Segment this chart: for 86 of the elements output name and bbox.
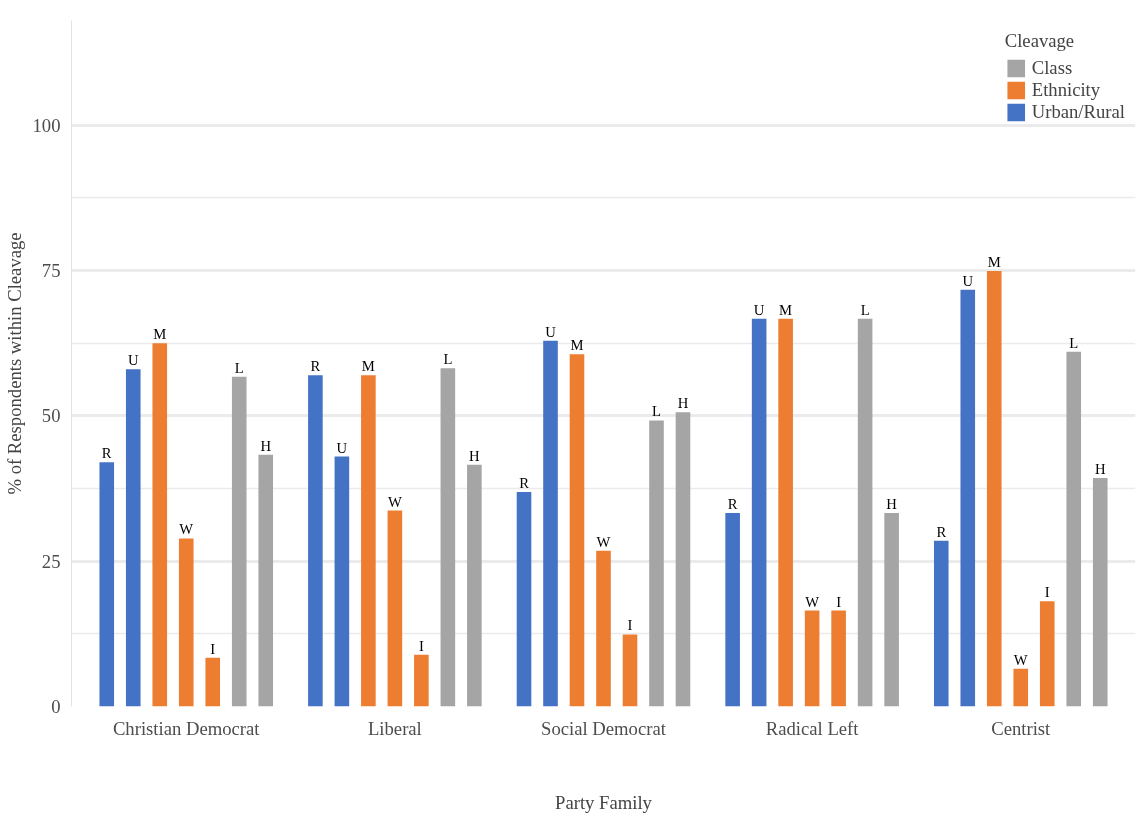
legend-label: Urban/Rural: [1031, 101, 1125, 123]
bar: [205, 657, 221, 707]
x-tick-label: Liberal: [367, 717, 422, 739]
bar: [308, 375, 323, 707]
data-label: L: [652, 403, 662, 420]
bar: [1013, 668, 1029, 707]
y-tick-label: 25: [41, 550, 61, 572]
bar: [675, 412, 691, 707]
data-label: R: [727, 495, 738, 512]
data-label: R: [936, 523, 947, 540]
data-label: I: [418, 637, 424, 654]
bar: [960, 289, 976, 707]
bar: [258, 454, 274, 707]
x-tick-label: Social Democrat: [541, 717, 667, 739]
data-label: L: [1069, 334, 1079, 351]
bar: [467, 464, 482, 707]
data-label: M: [779, 301, 793, 318]
data-label: W: [1013, 651, 1028, 668]
data-label: I: [1044, 584, 1050, 601]
x-tick-label: Christian Democrat: [112, 717, 261, 739]
data-label: M: [361, 358, 375, 375]
bar: [649, 420, 664, 707]
y-tick-label: 50: [41, 405, 61, 427]
bar: [387, 510, 403, 707]
bar: [986, 271, 1002, 707]
data-label: U: [962, 272, 974, 289]
data-label: U: [545, 323, 557, 340]
bar: [1039, 601, 1055, 707]
bar: [933, 540, 949, 707]
data-label: M: [570, 337, 584, 354]
y-tick-label: 100: [32, 114, 61, 136]
data-label: H: [469, 447, 481, 464]
data-label: L: [443, 351, 453, 368]
data-label: I: [210, 640, 216, 657]
bar: [99, 462, 115, 707]
data-label: M: [153, 326, 167, 343]
bar: [751, 318, 767, 707]
data-label: L: [234, 359, 244, 376]
data-label: R: [519, 474, 530, 491]
bar: [622, 634, 638, 707]
x-tick-label: Centrist: [991, 717, 1052, 739]
bar: [231, 376, 247, 707]
y-tick-label: 75: [41, 259, 61, 281]
bar: [414, 654, 429, 707]
bar: [543, 340, 558, 707]
bar: [516, 491, 532, 707]
data-label: R: [101, 445, 112, 462]
data-label: H: [260, 437, 272, 454]
bar: [857, 318, 873, 707]
data-label: W: [805, 593, 820, 610]
bar: [569, 354, 585, 707]
data-label: R: [310, 358, 321, 375]
data-label: U: [127, 352, 139, 369]
bar: [440, 368, 456, 707]
data-label: I: [627, 617, 633, 634]
bar: [125, 369, 141, 707]
legend-label: Ethnicity: [1031, 79, 1101, 101]
bar: [778, 318, 793, 707]
data-label: W: [596, 533, 611, 550]
bar: [152, 343, 168, 707]
data-label: H: [677, 395, 689, 412]
data-label: U: [753, 301, 765, 318]
data-label: M: [987, 254, 1001, 271]
legend-title: Cleavage: [1004, 30, 1076, 52]
y-tick-label: 0: [51, 696, 61, 717]
data-label: H: [886, 495, 898, 512]
bar: [1092, 478, 1108, 707]
bar: [334, 456, 350, 707]
data-label: I: [836, 593, 842, 610]
bar: [804, 610, 820, 707]
data-label: L: [860, 301, 870, 318]
bar: [178, 538, 194, 707]
data-label: W: [179, 521, 194, 538]
bar: [831, 610, 846, 707]
bar: [596, 550, 611, 707]
x-axis-title: Party Family: [555, 791, 653, 813]
bar: [361, 375, 376, 707]
x-tick-label: Radical Left: [765, 717, 860, 739]
legend-label: Class: [1031, 57, 1073, 79]
bar: [1066, 351, 1082, 707]
data-label: W: [387, 493, 402, 510]
data-label: H: [1094, 461, 1106, 478]
data-label: U: [336, 439, 348, 456]
bar: [725, 512, 740, 707]
bar: [884, 512, 899, 707]
y-axis-title: % of Respondents within Cleavage: [3, 232, 25, 495]
